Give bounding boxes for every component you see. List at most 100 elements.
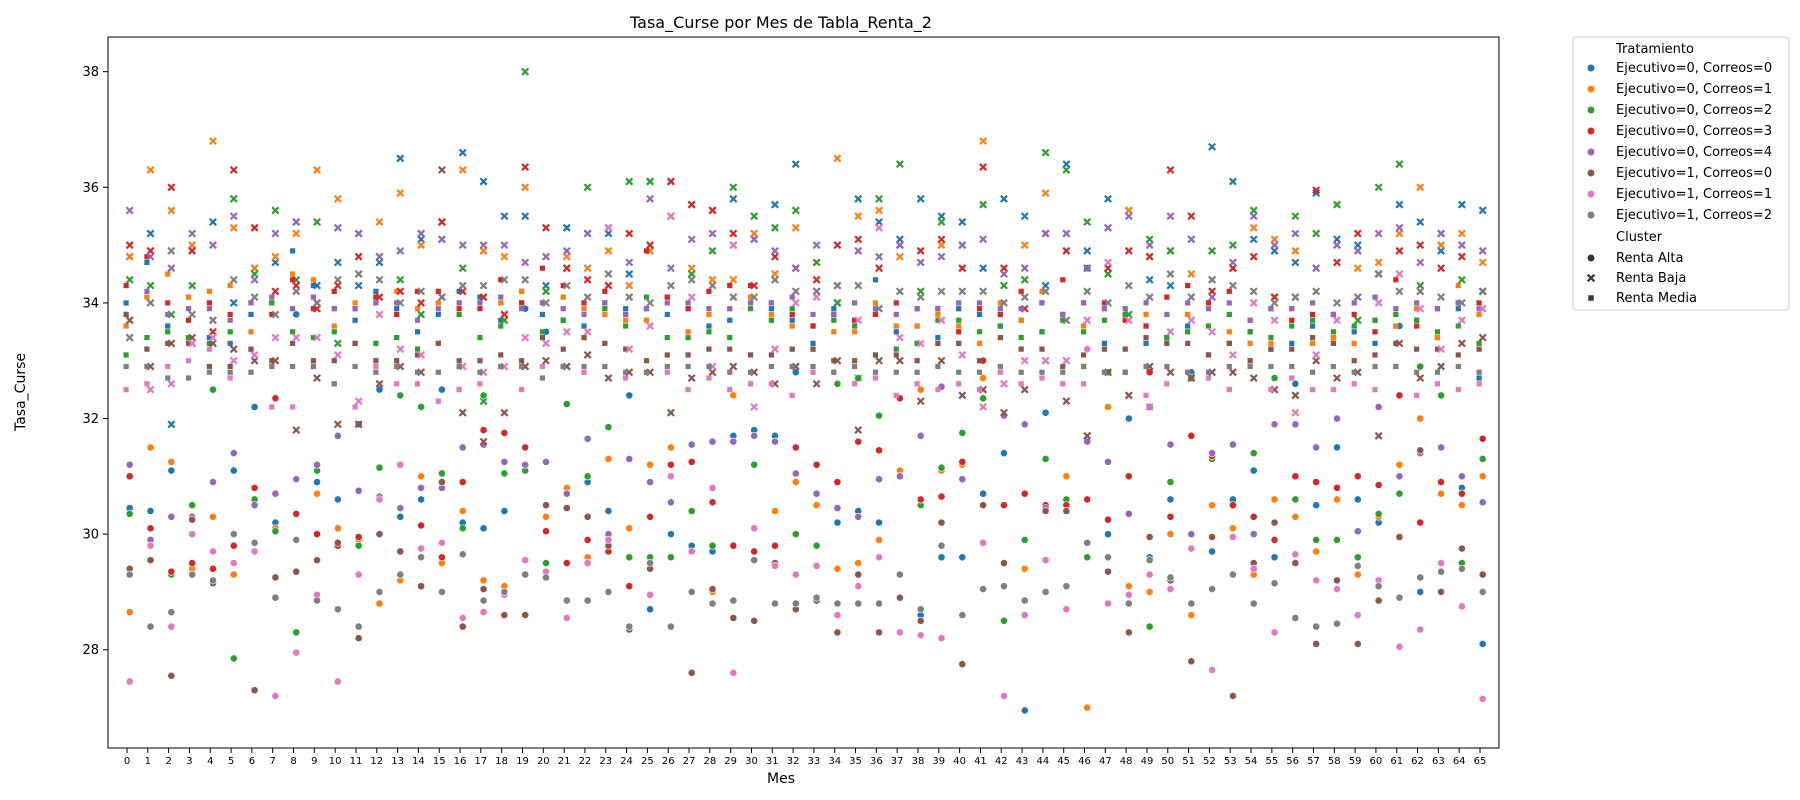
- data-point: [227, 317, 233, 323]
- data-point: [271, 310, 280, 319]
- data-point: [1333, 374, 1341, 383]
- data-point: [500, 275, 509, 284]
- data-point: [1351, 340, 1357, 346]
- data-point: [1166, 368, 1175, 377]
- data-point: [394, 288, 400, 294]
- data-point: [209, 512, 217, 521]
- data-point: [893, 352, 899, 358]
- data-point: [479, 397, 488, 406]
- data-point: [1185, 340, 1191, 346]
- data-point: [123, 311, 129, 318]
- data-point: [438, 478, 446, 486]
- data-point: [875, 446, 883, 455]
- data-point: [914, 340, 920, 346]
- data-point: [1145, 368, 1154, 377]
- data-point: [1143, 340, 1149, 346]
- data-point: [1249, 530, 1258, 539]
- data-point: [747, 369, 754, 375]
- data-point: [539, 300, 546, 306]
- data-point: [875, 536, 883, 544]
- legend-swatch: [1586, 210, 1596, 220]
- data-point: [708, 541, 717, 550]
- x-tick-label: 53: [1224, 756, 1237, 767]
- data-point: [1041, 229, 1050, 238]
- data-point: [417, 495, 426, 504]
- data-point: [997, 311, 1003, 318]
- data-point: [562, 400, 571, 408]
- x-tick-label: 42: [995, 756, 1008, 767]
- data-point: [789, 311, 795, 318]
- data-point: [1309, 334, 1316, 341]
- data-point: [1270, 316, 1279, 325]
- data-point: [396, 287, 405, 296]
- data-point: [352, 404, 358, 410]
- data-point: [893, 311, 899, 318]
- data-point: [1476, 381, 1482, 387]
- data-point: [313, 530, 321, 539]
- data-point: [1416, 414, 1425, 423]
- data-point: [1229, 570, 1237, 579]
- data-point: [1226, 311, 1232, 318]
- data-point: [333, 194, 342, 203]
- data-point: [667, 553, 675, 562]
- data-point: [895, 628, 904, 637]
- legend-style-swatch: [1586, 273, 1596, 283]
- x-tick-label: 44: [1037, 756, 1050, 767]
- data-point: [1395, 489, 1404, 498]
- data-point: [435, 340, 441, 346]
- data-point: [1270, 628, 1279, 637]
- data-point: [1208, 275, 1217, 284]
- data-point: [292, 628, 301, 637]
- data-point: [1104, 530, 1112, 539]
- x-tick-label: 36: [870, 756, 883, 767]
- data-point: [185, 306, 192, 312]
- data-point: [227, 340, 233, 346]
- data-point: [1434, 346, 1441, 352]
- data-point: [1039, 375, 1045, 381]
- data-point: [208, 137, 217, 146]
- data-point: [1228, 350, 1237, 359]
- data-point: [458, 507, 467, 515]
- data-point: [875, 194, 884, 203]
- data-point: [1268, 334, 1274, 341]
- data-point: [1395, 160, 1404, 169]
- data-point: [771, 507, 779, 515]
- data-point: [521, 275, 530, 284]
- data-point: [1083, 703, 1092, 712]
- data-point: [1333, 585, 1341, 593]
- data-point: [165, 311, 171, 318]
- x-tick-label: 64: [1453, 756, 1466, 767]
- data-point: [937, 235, 946, 244]
- data-point: [1270, 241, 1279, 250]
- data-point: [1351, 311, 1357, 318]
- data-point: [417, 287, 426, 296]
- data-point: [852, 363, 858, 370]
- data-point: [747, 306, 754, 312]
- data-point: [643, 369, 650, 375]
- data-point: [789, 323, 795, 329]
- data-point: [1330, 311, 1336, 318]
- data-point: [477, 294, 483, 300]
- x-tick-label: 20: [537, 756, 550, 767]
- data-point: [854, 281, 863, 290]
- data-point: [417, 241, 426, 250]
- data-point: [833, 564, 842, 573]
- data-point: [1478, 434, 1487, 443]
- data-point: [208, 241, 217, 250]
- data-point: [250, 547, 259, 556]
- data-point: [916, 616, 925, 625]
- data-point: [664, 311, 670, 318]
- data-point: [1455, 352, 1461, 358]
- x-tick-label: 2: [165, 756, 171, 767]
- data-point: [1249, 212, 1258, 221]
- data-point: [167, 512, 176, 521]
- data-point: [997, 363, 1003, 370]
- data-point: [479, 437, 488, 446]
- data-point: [1062, 582, 1071, 591]
- data-point: [833, 611, 842, 619]
- data-point: [229, 570, 238, 579]
- data-point: [1457, 564, 1466, 573]
- data-point: [583, 434, 592, 443]
- data-point: [1228, 241, 1237, 250]
